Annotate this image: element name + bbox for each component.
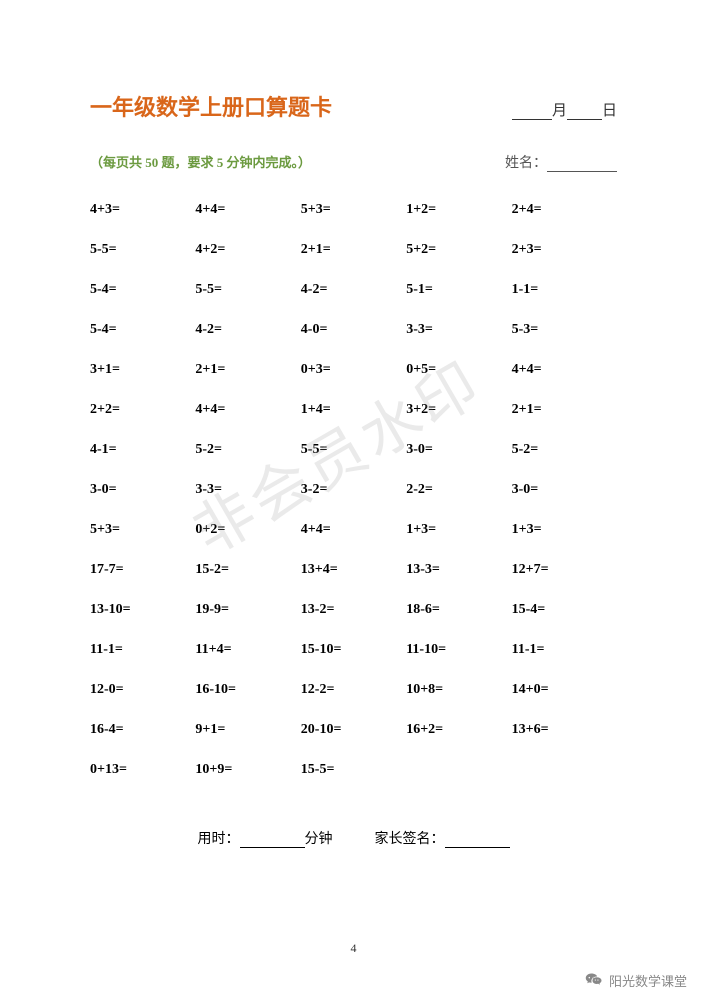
- problem-cell: 16+2=: [406, 722, 511, 738]
- month-blank[interactable]: [512, 102, 552, 120]
- problem-cell: 5-2=: [195, 442, 300, 458]
- problem-cell: 1-1=: [512, 282, 617, 298]
- header-row: 一年级数学上册口算题卡 月日: [90, 90, 617, 122]
- subheader-row: （每页共 50 题，要求 5 分钟内完成。） 姓名：: [90, 152, 617, 172]
- problem-cell: 3-0=: [90, 482, 195, 498]
- problem-cell: 5-4=: [90, 322, 195, 338]
- problem-cell: 5-4=: [90, 282, 195, 298]
- problem-cell: 15-5=: [301, 762, 406, 778]
- time-unit: 分钟: [305, 832, 333, 847]
- problem-cell: 4+2=: [195, 242, 300, 258]
- instructions: （每页共 50 题，要求 5 分钟内完成。）: [90, 152, 311, 171]
- problem-cell: 13-2=: [301, 602, 406, 618]
- problem-cell: 11-1=: [90, 642, 195, 658]
- page-number: 4: [0, 941, 707, 956]
- footer-spacer: [333, 832, 375, 847]
- problem-cell: 5-3=: [512, 322, 617, 338]
- date-section: 月日: [512, 99, 617, 120]
- problem-cell: 16-4=: [90, 722, 195, 738]
- problem-cell: 15-10=: [301, 642, 406, 658]
- problem-cell: 12+7=: [512, 562, 617, 578]
- problem-cell: 0+2=: [195, 522, 300, 538]
- problem-cell: 4-0=: [301, 322, 406, 338]
- problem-cell: 0+5=: [406, 362, 511, 378]
- signature-blank[interactable]: [445, 832, 510, 848]
- problem-cell: 2+2=: [90, 402, 195, 418]
- problem-cell: 15-2=: [195, 562, 300, 578]
- problem-cell: 3+2=: [406, 402, 511, 418]
- problem-cell: 9+1=: [195, 722, 300, 738]
- brand-text: 阳光数学课堂: [609, 971, 687, 990]
- problem-cell: 0+3=: [301, 362, 406, 378]
- wechat-icon: [585, 972, 603, 990]
- problem-cell: 14+0=: [512, 682, 617, 698]
- problem-cell: 3-0=: [406, 442, 511, 458]
- problem-cell: 10+8=: [406, 682, 511, 698]
- problem-cell: 1+2=: [406, 202, 511, 218]
- problem-cell: 2+1=: [301, 242, 406, 258]
- problem-cell: 13-10=: [90, 602, 195, 618]
- problem-cell: 4+4=: [512, 362, 617, 378]
- problem-cell: 10+9=: [195, 762, 300, 778]
- problem-cell: 5+3=: [301, 202, 406, 218]
- problem-cell: 11-1=: [512, 642, 617, 658]
- problem-cell: 4-2=: [195, 322, 300, 338]
- month-label: 月: [552, 103, 567, 119]
- time-label: 用时：: [198, 832, 240, 847]
- problem-cell: 3-3=: [406, 322, 511, 338]
- problem-cell: 5+3=: [90, 522, 195, 538]
- page-title: 一年级数学上册口算题卡: [90, 90, 332, 122]
- problem-cell: 5-5=: [90, 242, 195, 258]
- name-blank[interactable]: [547, 156, 617, 172]
- problem-cell: 3-2=: [301, 482, 406, 498]
- problem-cell: 4-1=: [90, 442, 195, 458]
- problem-cell: 2+1=: [195, 362, 300, 378]
- problem-cell: 12-0=: [90, 682, 195, 698]
- problem-cell: 17-7=: [90, 562, 195, 578]
- problem-cell: 3-0=: [512, 482, 617, 498]
- problem-cell: 13+4=: [301, 562, 406, 578]
- problem-cell: 2+4=: [512, 202, 617, 218]
- problem-cell: 3+1=: [90, 362, 195, 378]
- problem-cell: 1+3=: [406, 522, 511, 538]
- problem-cell: 5-5=: [195, 282, 300, 298]
- signature-label: 家长签名：: [375, 832, 445, 847]
- problem-cell: 19-9=: [195, 602, 300, 618]
- problem-cell: 4-2=: [301, 282, 406, 298]
- problem-cell: 13-3=: [406, 562, 511, 578]
- problem-cell: 4+3=: [90, 202, 195, 218]
- problem-cell: 5+2=: [406, 242, 511, 258]
- problem-cell: 20-10=: [301, 722, 406, 738]
- problem-cell: 5-2=: [512, 442, 617, 458]
- problem-cell: 15-4=: [512, 602, 617, 618]
- problem-cell: 18-6=: [406, 602, 511, 618]
- problem-cell: 4+4=: [301, 522, 406, 538]
- problem-cell: 0+13=: [90, 762, 195, 778]
- problem-cell: 12-2=: [301, 682, 406, 698]
- problem-cell: 2-2=: [406, 482, 511, 498]
- problem-cell: 11+4=: [195, 642, 300, 658]
- problems-grid: 4+3=4+4=5+3=1+2=2+4=5-5=4+2=2+1=5+2=2+3=…: [90, 202, 617, 778]
- footer-row: 用时： 分钟 家长签名：: [90, 828, 617, 848]
- problem-cell: 1+3=: [512, 522, 617, 538]
- problem-cell: 11-10=: [406, 642, 511, 658]
- time-blank[interactable]: [240, 832, 305, 848]
- day-label: 日: [602, 103, 617, 119]
- problem-cell: 5-1=: [406, 282, 511, 298]
- problem-cell: 5-5=: [301, 442, 406, 458]
- problem-cell: 16-10=: [195, 682, 300, 698]
- problem-cell: 4+4=: [195, 202, 300, 218]
- problem-cell: 3-3=: [195, 482, 300, 498]
- problem-cell: 2+3=: [512, 242, 617, 258]
- name-label: 姓名：: [505, 156, 547, 171]
- brand-footer: 阳光数学课堂: [585, 971, 687, 990]
- day-blank[interactable]: [567, 102, 602, 120]
- problem-cell: 2+1=: [512, 402, 617, 418]
- problem-cell: 13+6=: [512, 722, 617, 738]
- problem-cell: 1+4=: [301, 402, 406, 418]
- name-section: 姓名：: [505, 152, 617, 172]
- problem-cell: 4+4=: [195, 402, 300, 418]
- worksheet-page: 一年级数学上册口算题卡 月日 （每页共 50 题，要求 5 分钟内完成。） 姓名…: [0, 0, 707, 848]
